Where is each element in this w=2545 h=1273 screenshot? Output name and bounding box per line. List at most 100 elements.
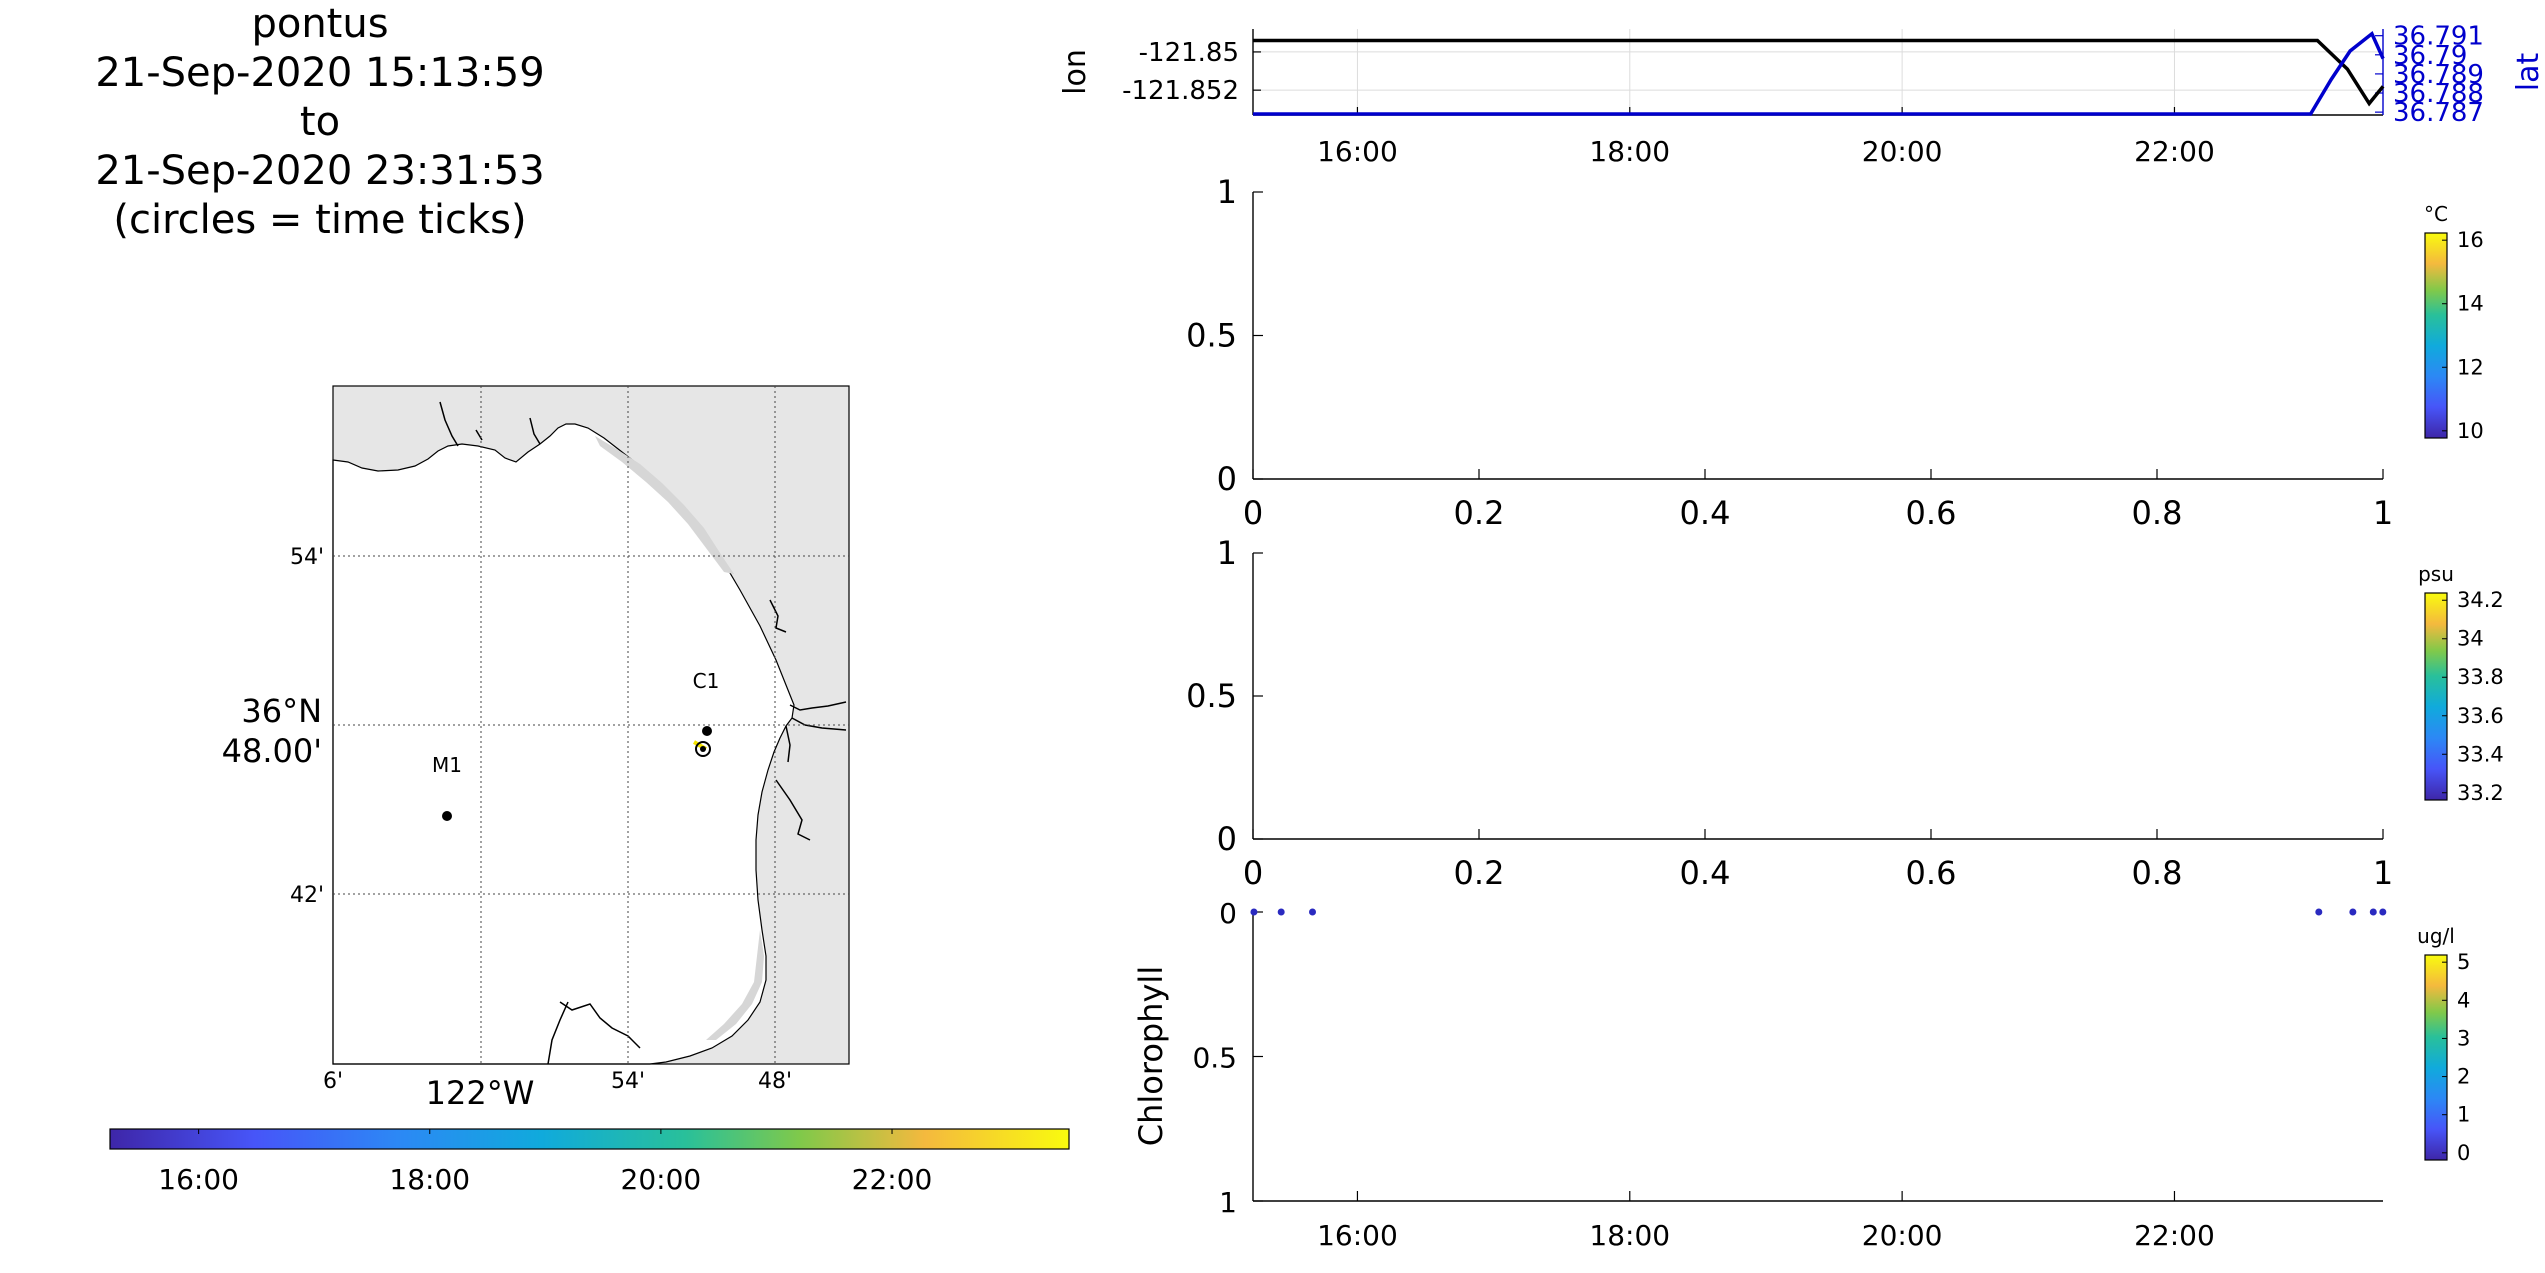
data-point xyxy=(1308,908,1316,916)
data-point xyxy=(1277,908,1285,916)
time-colorbar xyxy=(109,1128,1070,1150)
x-tick-label: 18:00 xyxy=(1589,1219,1670,1252)
map-rivers xyxy=(439,401,847,1065)
x-tick-label: 0.2 xyxy=(1454,854,1505,892)
map-panel: M1 C1 6' 54' 48' 122°W 54' 42' 36°N48.00' 16:0… xyxy=(109,385,1070,1196)
x-tick-label: 0.4 xyxy=(1680,494,1731,532)
series-line-lon xyxy=(1253,38,2385,107)
colorbar-tick-label: 3 xyxy=(2457,1026,2470,1050)
colorbar-tick-label: 2 xyxy=(2457,1065,2470,1089)
vehicle-marker xyxy=(695,741,711,757)
x-tick-label: 22:00 xyxy=(2134,135,2215,168)
data-point xyxy=(2315,908,2323,916)
map-shelf-south xyxy=(706,930,764,1040)
map-y-tick-label: 54' xyxy=(290,545,324,570)
x-tick-label: 0.8 xyxy=(2132,494,2183,532)
map-x-tick-label: 54' xyxy=(611,1069,645,1094)
x-tick-label: 20:00 xyxy=(1862,1219,1943,1252)
title-line: (circles = time ticks) xyxy=(113,197,527,243)
station-label-c1: C1 xyxy=(693,669,720,693)
colorbar-tick-label: 33.6 xyxy=(2457,704,2504,728)
x-tick-label: 16:00 xyxy=(1317,135,1398,168)
station-marker-c1 xyxy=(702,726,712,736)
x-tick-label: 20:00 xyxy=(1862,135,1943,168)
y-tick-label: 1 xyxy=(1219,1186,1237,1219)
x-tick-label: 1 xyxy=(2373,494,2393,532)
chlorophyll-colorbar: ug/l 0 1 2 3 4 5 xyxy=(2417,924,2470,1165)
colorbar-tick-label: 34.2 xyxy=(2457,588,2504,612)
y2-tick-label: 36.787 xyxy=(2393,98,2484,128)
y-tick-label: 0.5 xyxy=(1192,1042,1237,1075)
y-tick-label: 1 xyxy=(1217,173,1237,211)
x-tick-label: 0.8 xyxy=(2132,854,2183,892)
y-tick-label: 0 xyxy=(1219,897,1237,930)
colorbar-tick-label: 16:00 xyxy=(158,1163,239,1196)
colorbar-tick-label: 4 xyxy=(2457,988,2470,1012)
x-tick-label: 16:00 xyxy=(1317,1219,1398,1252)
map-shelf xyxy=(595,436,734,574)
colorbar-tick-label: 12 xyxy=(2457,355,2484,379)
y-tick-label: 0 xyxy=(1217,820,1237,858)
colorbar-unit: psu xyxy=(2418,562,2454,586)
salinity-plot-colorbar: psu 33.2 33.4 33.6 33.8 34 34.2 xyxy=(2418,562,2504,805)
title-line: 21-Sep-2020 23:31:53 xyxy=(95,148,545,194)
vehicle-marker-inner xyxy=(700,746,706,752)
colorbar-tick-label: 34 xyxy=(2457,627,2484,651)
y-axis-label: Chlorophyll xyxy=(1132,966,1170,1146)
temperature-plot-colorbar: °C 10 12 14 16 xyxy=(2424,202,2484,443)
data-point xyxy=(2349,908,2357,916)
colorbar-tick-label: 16 xyxy=(2457,228,2484,252)
data-point xyxy=(2369,908,2377,916)
data-point xyxy=(1250,908,1258,916)
title-line: pontus xyxy=(251,1,389,47)
colorbar-gradient xyxy=(2424,232,2448,439)
colorbar-tick-label: 18:00 xyxy=(389,1163,470,1196)
colorbar-tick-label: 33.2 xyxy=(2457,781,2504,805)
colorbar-tick-label: 1 xyxy=(2457,1103,2470,1127)
x-tick-label: 0.4 xyxy=(1680,854,1731,892)
map-y-axis-label-minutes: 48.00' xyxy=(222,732,322,770)
station-marker-m1 xyxy=(442,811,452,821)
colorbar-gradient xyxy=(2424,954,2448,1161)
y2-axis-label: lat xyxy=(2511,53,2545,92)
chlorophyll-plot: 16:00 18:00 20:00 22:00 0 0.5 1 Chlorophyll ug/l… xyxy=(1132,897,2470,1252)
colorbar-tick-label: 33.8 xyxy=(2457,665,2504,689)
map-x-tick-label: 6' xyxy=(323,1069,343,1094)
map-y-tick-label: 42' xyxy=(290,883,324,908)
map-x-axis-label: 122°W xyxy=(426,1074,535,1112)
map-x-tick-label: 48' xyxy=(758,1069,792,1094)
title-line: 21-Sep-2020 15:13:59 xyxy=(95,50,545,96)
series-line-lat xyxy=(1253,31,2385,116)
x-tick-label: 0.2 xyxy=(1454,494,1505,532)
y-tick-label: -121.85 xyxy=(1139,38,1239,68)
y-tick-label: 1 xyxy=(1217,534,1237,572)
y2-tick-label: 36.789 xyxy=(2393,60,2484,90)
x-tick-label: 1 xyxy=(2373,854,2393,892)
colorbar-tick-label: 20:00 xyxy=(621,1163,702,1196)
y2-tick-label: 36.788 xyxy=(2393,79,2484,109)
salinity-plot: 0 0.2 0.4 0.6 0.8 1 0 0.5 1 psu 33.2 33.4 33.6 33.8 34… xyxy=(1186,534,2504,892)
y-tick-label: 0 xyxy=(1217,460,1237,498)
y2-tick-label: 36.79 xyxy=(2393,41,2467,71)
x-tick-label: 0 xyxy=(1243,494,1263,532)
colorbar-unit: ug/l xyxy=(2417,924,2455,948)
colorbar-tick-label: 33.4 xyxy=(2457,742,2504,766)
station-label-m1: M1 xyxy=(432,753,462,777)
colorbar-tick-label: 14 xyxy=(2457,292,2484,316)
colorbar-tick-label: 0 xyxy=(2457,1141,2470,1165)
position-plot: 16:00 18:00 20:00 22:00 -121.85 -121.852 36.79… xyxy=(1058,22,2545,168)
y-tick-label: 0.5 xyxy=(1186,317,1237,355)
y-axis-label: lon xyxy=(1058,49,1093,95)
y2-tick-label: 36.791 xyxy=(2393,22,2484,52)
colorbar-unit: °C xyxy=(2424,202,2448,226)
colorbar-tick-label: 22:00 xyxy=(852,1163,933,1196)
colorbar-gradient xyxy=(2424,592,2448,801)
y-tick-label: -121.852 xyxy=(1122,76,1239,106)
title-line: to xyxy=(299,99,341,145)
map-grid xyxy=(333,386,849,1064)
x-tick-label: 22:00 xyxy=(2134,1219,2215,1252)
x-tick-label: 0 xyxy=(1243,854,1263,892)
y-tick-label: 0.5 xyxy=(1186,677,1237,715)
